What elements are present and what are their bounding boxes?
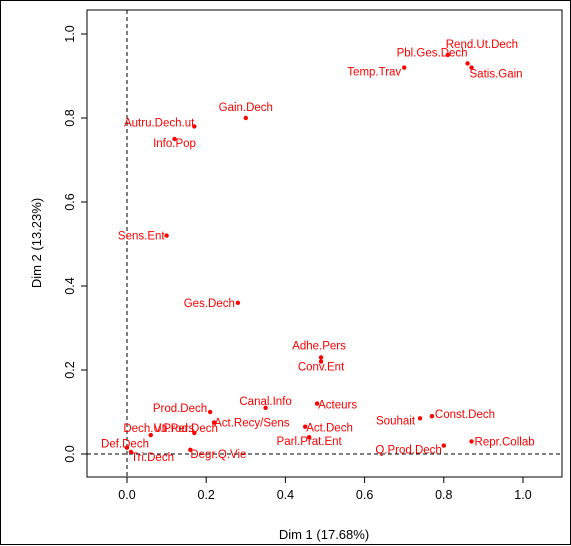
point-pbl-ges-dech bbox=[465, 61, 470, 66]
point-degr-q-vie bbox=[188, 447, 193, 452]
point-label-dech-uti-pers: Dech.Uti.Pers bbox=[123, 423, 194, 435]
x-tick-label: 0.0 bbox=[118, 488, 135, 502]
x-tick-label: 0.6 bbox=[356, 488, 373, 502]
y-tick-label: 0.4 bbox=[63, 277, 77, 294]
x-axis-title: Dim 1 (17.68%) bbox=[279, 527, 369, 542]
plot-area bbox=[86, 9, 563, 478]
point-temp-trav bbox=[402, 65, 407, 70]
point-label-gain-dech: Gain.Dech bbox=[219, 102, 273, 114]
x-tick-label: 0.8 bbox=[435, 488, 452, 502]
y-tick-label: 1.0 bbox=[63, 25, 77, 42]
point-label-souhait: Souhait bbox=[376, 415, 416, 427]
point-label-q-prod-dech: Q.Prod.Dech bbox=[375, 445, 441, 457]
point-q-prod-dech bbox=[441, 443, 446, 448]
point-label-ges-dech: Ges.Dech bbox=[184, 298, 235, 310]
point-label-satis-gain: Satis.Gain bbox=[470, 69, 523, 81]
point-label-def-dech: Def.Dech bbox=[101, 439, 149, 451]
point-satis-gain bbox=[469, 65, 474, 70]
point-autru-dech-ut bbox=[192, 124, 197, 129]
point-label-sens-ent: Sens.Ent bbox=[118, 231, 165, 243]
data-points bbox=[124, 52, 474, 455]
point-label-prod-dech: Prod.Dech bbox=[153, 403, 207, 415]
point-act-dech bbox=[303, 424, 308, 429]
point-label-repr-collab: Repr.Collab bbox=[475, 436, 535, 448]
point-souhait bbox=[417, 416, 423, 421]
point-label-adhe-pers: Adhe.Pers bbox=[292, 340, 346, 352]
point-tri-dech bbox=[128, 449, 134, 455]
point-label-temp-trav: Temp.Trav bbox=[347, 67, 401, 79]
y-tick-label: 0.2 bbox=[63, 361, 77, 378]
point-conv-ent bbox=[318, 359, 324, 364]
point-dech-uti-pers bbox=[192, 430, 197, 436]
point-label-tri-dech: Tri.Dech bbox=[131, 452, 174, 464]
point-label-pbl-ges-dech: Pbl.Ges.Dech bbox=[397, 47, 468, 59]
point-gain-dech bbox=[243, 115, 248, 121]
point-label-v-prod-dech: V.Prod.Dech bbox=[154, 423, 218, 435]
point-label-act-recy-sens: Act.Recy/Sens bbox=[214, 418, 290, 430]
point-def-dech bbox=[124, 445, 130, 450]
point-label-canal-info: Canal.Info bbox=[239, 396, 291, 408]
point-parl-prat-ent bbox=[306, 435, 312, 440]
y-tick-label: 0.8 bbox=[63, 109, 77, 126]
point-ges-dech bbox=[235, 300, 241, 305]
point-canal-info bbox=[263, 405, 268, 410]
point-label-acteurs: Acteurs bbox=[318, 400, 357, 412]
y-axis-title: Dim 2 (13.23%) bbox=[29, 198, 44, 288]
x-tick-label: 0.4 bbox=[277, 488, 294, 502]
point-v-prod-dech bbox=[148, 432, 153, 438]
y-tick-label: 0.0 bbox=[63, 445, 77, 462]
point-label-autru-dech-ut: Autru.Dech.ut bbox=[124, 117, 195, 129]
point-label-act-dech: Act.Dech bbox=[306, 423, 353, 435]
point-label-parl-prat-ent: Parl.Prat.Ent bbox=[277, 436, 343, 448]
point-repr-collab bbox=[469, 439, 474, 444]
point-label-conv-ent: Conv.Ent bbox=[298, 362, 345, 374]
x-tick-label: 1.0 bbox=[514, 488, 531, 502]
point-adhe-pers bbox=[318, 355, 324, 360]
point-sens-ent bbox=[164, 233, 169, 238]
point-const-dech bbox=[429, 414, 435, 419]
point-info-pop bbox=[172, 136, 177, 142]
point-label-info-pop: Info.Pop bbox=[153, 138, 196, 150]
point-label-rend-ut-dech: Rend.Ut.Dech bbox=[446, 39, 518, 51]
point-acteurs bbox=[314, 401, 320, 406]
point-rend-ut-dech bbox=[445, 52, 450, 58]
y-tick-label: 0.6 bbox=[63, 193, 77, 210]
y-axis: 0.0 0.2 0.4 0.6 0.8 1.0 bbox=[63, 25, 87, 463]
point-prod-dech bbox=[207, 409, 213, 415]
x-tick-label: 0.2 bbox=[198, 488, 215, 502]
reference-lines bbox=[87, 10, 562, 477]
point-act-recy-sens bbox=[211, 420, 217, 425]
x-axis: 0.0 0.2 0.4 0.6 0.8 1.0 bbox=[118, 477, 532, 502]
point-label-degr-q-vie: Degr.Q.Vie bbox=[190, 449, 246, 461]
point-label-const-dech: Const.Dech bbox=[435, 409, 495, 421]
